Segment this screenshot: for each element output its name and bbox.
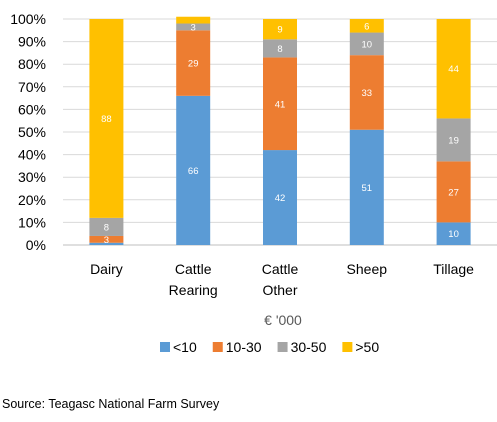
y-tick-label: 10% xyxy=(18,214,46,230)
y-tick-label: 90% xyxy=(18,34,46,50)
y-tick-label: 20% xyxy=(18,192,46,208)
y-tick-label: 30% xyxy=(18,169,46,185)
x-tick-label: Tillage xyxy=(433,261,474,277)
y-axis: 0% 10% 20% 30% 40% 50% 60% 70% 80% 90% 100% xyxy=(10,11,46,253)
legend-label: <10 xyxy=(173,339,197,355)
bar-segment xyxy=(176,95,211,245)
bar-segment xyxy=(263,19,297,40)
bar-segment xyxy=(89,19,124,218)
y-tick-label: 60% xyxy=(18,101,46,117)
bar-segment xyxy=(349,19,384,33)
bar-segment xyxy=(89,242,124,245)
y-tick-label: 50% xyxy=(18,124,46,140)
data-label: 3 xyxy=(104,235,109,246)
x-tick-label: Dairy xyxy=(90,261,123,277)
legend-swatch xyxy=(160,342,170,352)
bar-segment xyxy=(176,23,211,31)
bar-segment xyxy=(436,118,471,162)
data-label: 88 xyxy=(101,114,112,125)
data-label: 27 xyxy=(448,187,459,198)
bar-segment xyxy=(89,235,124,243)
bar-segment xyxy=(349,55,384,130)
legend-swatch xyxy=(342,342,353,352)
bar-segment xyxy=(349,129,384,245)
bars xyxy=(89,16,471,245)
data-label: 51 xyxy=(362,183,373,194)
legend-swatch xyxy=(277,342,288,352)
bar-segment xyxy=(263,39,297,58)
data-label: 29 xyxy=(188,59,199,70)
data-label: 10 xyxy=(362,39,373,50)
y-tick-label: 70% xyxy=(18,79,46,95)
data-label: 8 xyxy=(104,222,109,233)
data-label: 3 xyxy=(191,22,196,33)
y-tick-label: 100% xyxy=(10,11,46,27)
data-label: 10 xyxy=(448,229,459,240)
data-label: 44 xyxy=(448,64,459,75)
legend-label: 30-50 xyxy=(291,339,327,355)
bar-segment xyxy=(263,57,297,151)
x-tick-label: Cattle Other xyxy=(262,261,299,298)
stacked-bar-chart: 0%10%20%30%40%50%60%70%80%90%100% 388866… xyxy=(10,11,497,355)
data-label: 6 xyxy=(364,21,369,32)
data-label: 66 xyxy=(188,166,199,177)
y-tick-label: 80% xyxy=(18,56,46,72)
legend-label: >50 xyxy=(355,339,379,355)
bar-segment xyxy=(436,222,471,245)
data-label: 9 xyxy=(277,25,282,36)
data-label: 8 xyxy=(277,44,282,55)
legend-label: 10-30 xyxy=(226,339,262,355)
data-label: 42 xyxy=(275,193,286,204)
legend: <10 10-30 30-50 >50 xyxy=(160,339,379,355)
y-tick-label: 40% xyxy=(18,147,46,163)
legend-swatch xyxy=(212,342,223,352)
x-tick-label: Sheep xyxy=(347,261,388,277)
x-axis: Dairy Cattle Rearing Cattle Other Sheep Tillag… xyxy=(90,261,474,298)
bar-segment xyxy=(263,150,297,245)
bar-segment xyxy=(349,32,384,56)
y-tick-label: 0% xyxy=(26,237,46,253)
bar-segment xyxy=(176,16,211,24)
source-note: Source: Teagasc National Farm Survey xyxy=(2,397,220,411)
bar-segment xyxy=(176,30,211,96)
data-label: 33 xyxy=(362,88,373,99)
bar-segment xyxy=(436,19,471,119)
bar-segment xyxy=(436,161,471,223)
bar-segment xyxy=(89,217,124,236)
x-axis-label: € '000 xyxy=(264,312,302,328)
x-tick-label: Cattle Rearing xyxy=(169,261,218,298)
data-label: 41 xyxy=(275,99,286,110)
data-label: 19 xyxy=(448,135,459,146)
